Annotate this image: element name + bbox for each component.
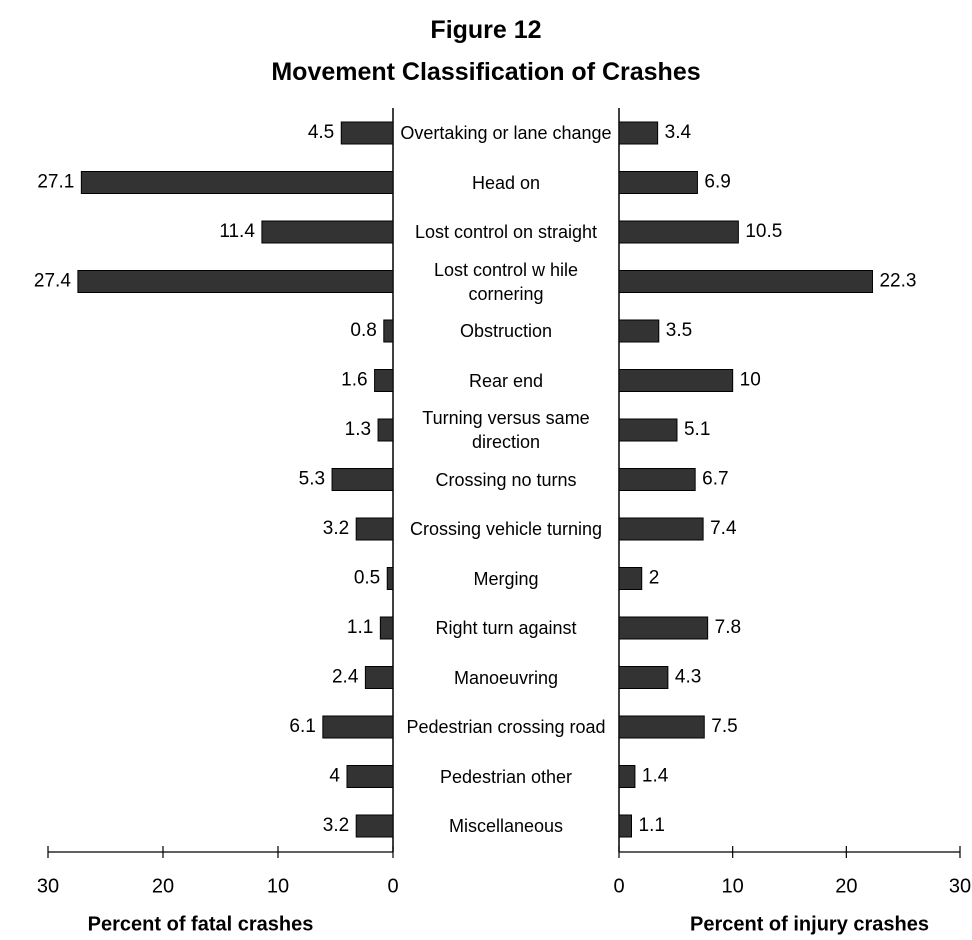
bar [80, 171, 394, 194]
value-label: 3.5 [666, 320, 692, 341]
category-label: Pedestrian crossing road [406, 717, 606, 737]
bar [618, 369, 734, 392]
category-label: Turning versus same direction [422, 408, 590, 452]
bar [618, 765, 636, 788]
bar [379, 616, 394, 640]
axis-title: Percent of fatal crashes [88, 913, 314, 935]
category-label: Lost control w hile cornering [433, 259, 579, 304]
bar [340, 121, 394, 145]
bar [618, 319, 660, 343]
bar [346, 765, 394, 788]
chart-title: Figure 12 [430, 16, 542, 44]
bar [374, 369, 394, 392]
bar [355, 517, 394, 541]
x-tick-label: 0 [613, 875, 624, 897]
value-label: 7.4 [710, 518, 737, 539]
value-label: 7.5 [711, 716, 737, 737]
value-label: 4.5 [308, 122, 334, 143]
value-label: 3.4 [665, 122, 692, 143]
value-label: 22.3 [879, 271, 916, 292]
x-tick-label: 20 [835, 875, 857, 897]
category-label: Rear end [468, 370, 544, 391]
value-label: 27.1 [37, 172, 74, 193]
value-label: 6.7 [702, 469, 728, 490]
value-label: 1.4 [642, 766, 669, 787]
value-label: 27.4 [34, 271, 71, 292]
category-label: Lost control on straight [414, 222, 598, 242]
category-label: Obstruction [459, 321, 553, 341]
bar [386, 567, 394, 590]
value-label: 1.1 [639, 815, 665, 836]
bar [331, 468, 394, 491]
bar [355, 814, 394, 838]
value-label: 0.8 [350, 320, 376, 341]
bar [618, 567, 643, 590]
bar [618, 468, 696, 491]
value-label: 3.2 [323, 815, 349, 836]
value-label: 11.4 [219, 221, 255, 242]
bar [364, 666, 394, 689]
category-label: Right turn against [435, 618, 577, 638]
x-tick-label: 30 [37, 875, 59, 897]
category-label: Overtaking or lane change [400, 123, 612, 143]
bar [618, 171, 698, 194]
chart-subtitle: Movement Classification of Crashes [271, 58, 701, 86]
bar [261, 220, 394, 244]
value-label: 0.5 [354, 568, 380, 589]
category-label: Pedestrian other [439, 766, 573, 787]
x-tick-label: 20 [152, 875, 174, 897]
value-label: 5.3 [299, 469, 325, 490]
x-tick-label: 30 [949, 875, 971, 897]
value-label: 2 [649, 568, 660, 589]
value-label: 7.8 [715, 617, 741, 638]
value-label: 10 [740, 370, 761, 391]
bar [618, 517, 704, 541]
bar [383, 319, 394, 343]
bar [322, 715, 394, 739]
bar [618, 418, 678, 442]
value-label: 2.4 [332, 667, 359, 688]
value-label: 4 [329, 766, 340, 787]
bar [618, 715, 705, 739]
category-label: Manoeuvring [453, 667, 559, 688]
value-label: 1.1 [347, 617, 373, 638]
x-tick-label: 10 [722, 875, 744, 897]
value-label: 10.5 [745, 221, 782, 242]
bar [618, 270, 873, 293]
bar [618, 666, 669, 689]
value-label: 3.2 [323, 518, 349, 539]
category-label: Crossing no turns [435, 469, 577, 490]
x-tick-label: 10 [267, 875, 289, 897]
value-label: 6.1 [289, 716, 315, 737]
bar [377, 418, 394, 442]
bar [618, 220, 739, 244]
bar [618, 814, 633, 838]
bar [618, 616, 709, 640]
value-label: 6.9 [704, 172, 730, 193]
value-label: 1.6 [341, 370, 367, 391]
bar [618, 121, 659, 145]
value-label: 4.3 [675, 667, 701, 688]
bar [77, 270, 394, 293]
x-tick-label: 0 [387, 875, 398, 897]
category-label: Crossing vehicle turning [409, 519, 603, 539]
axis-title: Percent of injury crashes [690, 913, 929, 935]
value-label: 5.1 [684, 419, 710, 440]
value-label: 1.3 [345, 419, 371, 440]
category-label: Head on [471, 172, 541, 193]
category-label: Miscellaneous [448, 816, 564, 836]
category-label: Merging [473, 568, 539, 589]
